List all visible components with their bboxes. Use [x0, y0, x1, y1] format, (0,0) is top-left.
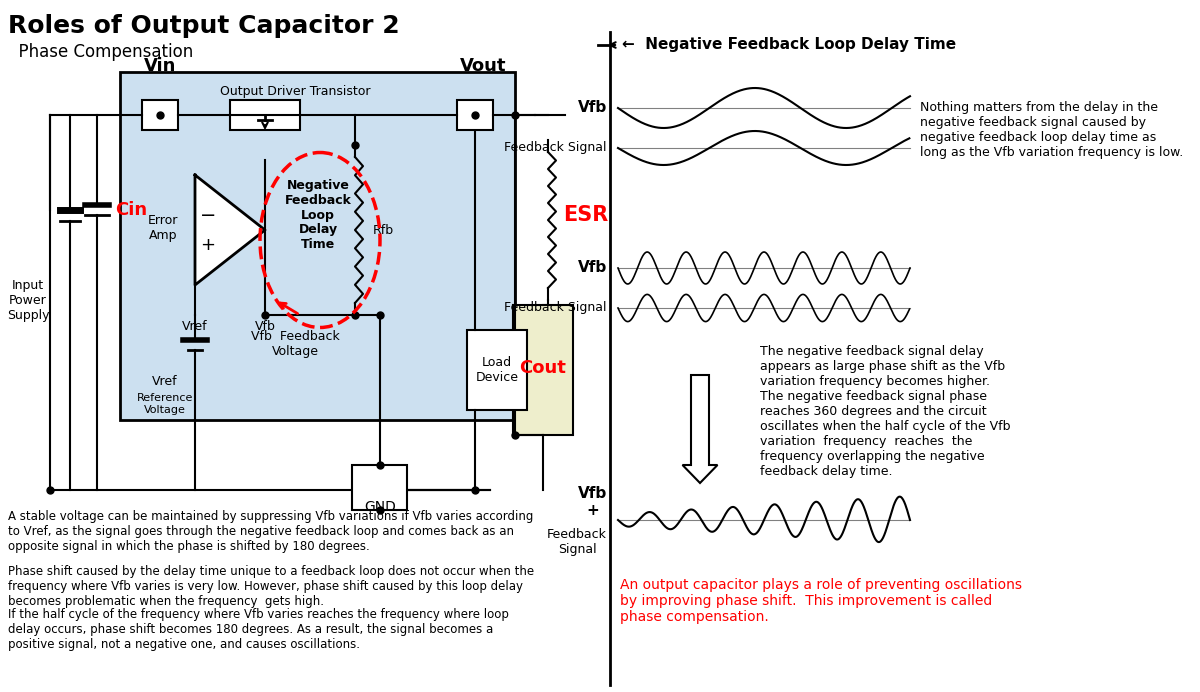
FancyBboxPatch shape: [142, 100, 178, 130]
Text: Reference
Voltage: Reference Voltage: [137, 393, 193, 415]
Text: Phase shift caused by the delay time unique to a feedback loop does not occur wh: Phase shift caused by the delay time uni…: [8, 565, 534, 608]
FancyBboxPatch shape: [457, 100, 493, 130]
Text: Negative
Feedback
Loop
Delay
Time: Negative Feedback Loop Delay Time: [284, 179, 352, 251]
Text: Error
Amp: Error Amp: [148, 214, 178, 242]
FancyBboxPatch shape: [467, 330, 527, 410]
Text: Phase Compensation: Phase Compensation: [8, 43, 193, 61]
FancyBboxPatch shape: [120, 72, 515, 420]
Text: If the half cycle of the frequency where Vfb varies reaches the frequency where : If the half cycle of the frequency where…: [8, 608, 509, 651]
Text: Feedback Signal: Feedback Signal: [504, 141, 607, 154]
Text: Feedback Signal: Feedback Signal: [504, 302, 607, 314]
Text: Rfb: Rfb: [373, 224, 394, 237]
Text: Vref: Vref: [182, 320, 208, 333]
Text: ←  Negative Feedback Loop Delay Time: ← Negative Feedback Loop Delay Time: [622, 37, 956, 53]
Text: A stable voltage can be maintained by suppressing Vfb variations if Vfb varies a: A stable voltage can be maintained by su…: [8, 510, 533, 553]
Text: GND: GND: [364, 500, 396, 514]
Text: Roles of Output Capacitor 2: Roles of Output Capacitor 2: [8, 14, 400, 38]
Text: Vout: Vout: [460, 57, 506, 75]
Text: Feedback
Signal: Feedback Signal: [547, 528, 607, 556]
Text: Vfb: Vfb: [577, 100, 607, 116]
Text: An output capacitor plays a role of preventing oscillations
by improving phase s: An output capacitor plays a role of prev…: [620, 578, 1022, 624]
Text: Cin: Cin: [115, 201, 148, 219]
Text: −: −: [200, 206, 216, 224]
FancyArrow shape: [683, 375, 718, 483]
Text: Cout: Cout: [520, 359, 566, 377]
Text: ESR: ESR: [563, 205, 608, 225]
Text: Vin: Vin: [144, 57, 176, 75]
Text: Vfb: Vfb: [577, 260, 607, 275]
FancyBboxPatch shape: [514, 305, 574, 435]
Text: Load
Device: Load Device: [475, 356, 518, 384]
FancyBboxPatch shape: [352, 465, 407, 510]
Text: Vfb: Vfb: [254, 320, 276, 333]
Text: +: +: [200, 236, 216, 254]
Text: Nothing matters from the delay in the
negative feedback signal caused by
negativ: Nothing matters from the delay in the ne…: [920, 101, 1183, 159]
Polygon shape: [194, 175, 265, 285]
Text: Vref: Vref: [152, 375, 178, 388]
Text: Vfb  Feedback
Voltage: Vfb Feedback Voltage: [251, 330, 340, 358]
FancyBboxPatch shape: [230, 100, 300, 130]
Text: The negative feedback signal delay
appears as large phase shift as the Vfb
varia: The negative feedback signal delay appea…: [760, 345, 1010, 478]
Text: Output Driver Transistor: Output Driver Transistor: [220, 85, 371, 98]
Text: Input
Power
Supply: Input Power Supply: [7, 278, 49, 322]
Text: Vfb
+: Vfb +: [577, 486, 607, 518]
